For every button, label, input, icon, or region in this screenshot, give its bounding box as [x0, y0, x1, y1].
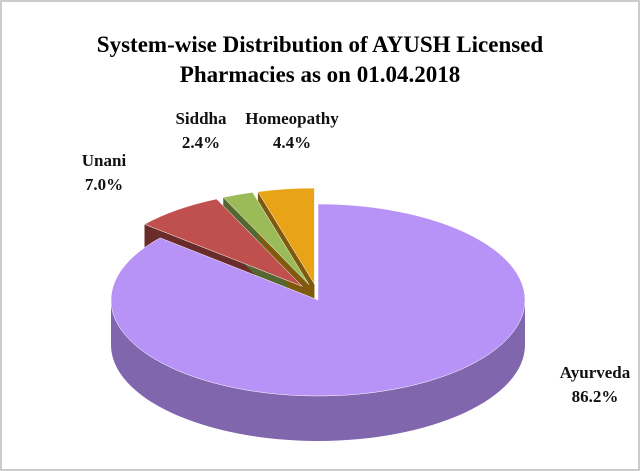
slice-label: Ayurveda	[560, 363, 631, 382]
slice-top	[222, 192, 310, 285]
slice-side-shade	[111, 300, 525, 441]
slice-value-label: 86.2%	[572, 387, 619, 406]
slice-top	[110, 203, 526, 397]
slice-value-label: 7.0%	[85, 175, 123, 194]
slice-value-label: 4.4%	[273, 133, 311, 152]
slice-label: Unani	[82, 151, 127, 170]
slice-label: Siddha	[175, 109, 227, 128]
slice-top	[143, 198, 303, 287]
slice-label: Homeopathy	[245, 109, 339, 128]
slice-top	[257, 187, 315, 285]
chart-title: System-wise Distribution of AYUSH Licens…	[96, 32, 544, 87]
slice-value-label: 2.4%	[182, 133, 220, 152]
slice-side	[111, 300, 525, 441]
